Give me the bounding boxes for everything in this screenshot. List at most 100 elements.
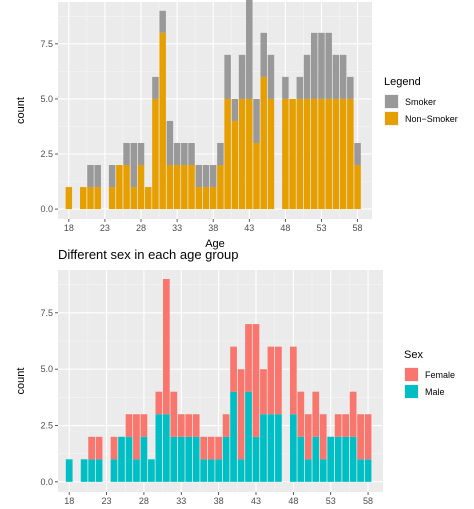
x-tick-label: 38: [208, 223, 218, 233]
bar-female-28: [140, 414, 148, 437]
bar-non-smoker-26: [123, 165, 130, 210]
bar-smoker-43: [246, 0, 253, 99]
bar-non-smoker-37: [202, 187, 210, 210]
bar-smoker-42: [238, 54, 246, 99]
bar-female-34: [185, 414, 193, 437]
bar-female-57: [357, 414, 364, 460]
bar-non-smoker-35: [188, 165, 195, 210]
x-axis-title: Age: [205, 238, 225, 250]
bar-female-50: [304, 414, 312, 460]
x-tick-label: 48: [280, 223, 290, 233]
bar-smoker-27: [130, 142, 138, 188]
bar-female-35: [192, 414, 200, 437]
bar-female-42: [245, 324, 252, 392]
bar-non-smoker-18: [65, 187, 73, 210]
bar-male-43: [252, 436, 260, 482]
bar-male-28: [140, 436, 148, 482]
x-tick-label: 18: [64, 496, 74, 506]
legend-label: Non−Smoker: [405, 114, 458, 124]
bar-male-30: [155, 414, 163, 482]
bar-non-smoker-57: [347, 98, 354, 210]
bar-smoker-35: [188, 142, 195, 166]
bar-male-54: [334, 436, 342, 482]
bar-smoker-36: [195, 165, 203, 188]
bar-non-smoker-44: [253, 142, 260, 210]
bar-non-smoker-58: [354, 165, 361, 210]
x-tick-label: 53: [316, 223, 326, 233]
bar-smoker-50: [296, 76, 304, 99]
bar-male-39: [222, 436, 230, 482]
bar-male-49: [297, 436, 305, 482]
x-tick-label: 43: [251, 496, 261, 506]
bar-non-smoker-20: [80, 187, 87, 210]
bar-male-21: [88, 459, 95, 482]
bar-male-32: [170, 436, 178, 482]
bar-non-smoker-56: [339, 98, 347, 210]
bar-male-57: [357, 459, 364, 482]
x-tick-label: 48: [288, 496, 298, 506]
bar-non-smoker-39: [217, 165, 224, 210]
bar-smoker-39: [217, 142, 224, 166]
x-tick-label: 23: [102, 496, 112, 506]
bar-smoker-58: [354, 142, 361, 166]
x-tick-label: 53: [326, 496, 336, 506]
bar-male-20: [80, 459, 88, 482]
bar-non-smoker-50: [296, 98, 304, 210]
bar-non-smoker-48: [282, 98, 289, 210]
bar-female-33: [177, 414, 185, 437]
bar-male-37: [207, 459, 215, 482]
x-tick-label: 23: [100, 223, 110, 233]
bar-male-25: [118, 436, 125, 482]
bar-female-32: [170, 391, 178, 437]
bar-non-smoker-32: [166, 165, 174, 210]
bar-non-smoker-45: [260, 76, 267, 210]
bar-smoker-40: [224, 54, 231, 99]
bar-non-smoker-52: [311, 98, 318, 210]
chart-2: 0.0 2.5 5.0 7.5 18 23 28 33 38 43 48 53 58 count Diffe…: [15, 247, 455, 506]
x-tick-label: 28: [139, 496, 149, 506]
bar-female-31: [162, 279, 170, 415]
bar-male-42: [245, 391, 252, 482]
bar-male-18: [65, 459, 73, 482]
legend-title: Legend: [384, 76, 421, 88]
bar-male-26: [125, 436, 133, 482]
legend-swatch: [385, 95, 398, 108]
bar-smoker-37: [202, 165, 210, 188]
bar-male-48: [289, 414, 297, 482]
bar-female-54: [334, 414, 342, 437]
y-tick-label: 7.5: [40, 308, 53, 318]
bar-female-30: [155, 391, 163, 415]
bar-smoker-34: [181, 142, 188, 166]
bar-female-40: [230, 346, 237, 392]
bar-smoker-53: [318, 32, 325, 99]
bar-female-44: [260, 369, 267, 415]
y-tick-label: 2.5: [40, 421, 53, 431]
bar-non-smoker-36: [195, 187, 203, 210]
x-tick-label: 38: [214, 496, 224, 506]
bar-non-smoker-40: [224, 98, 231, 210]
bar-male-29: [148, 459, 155, 482]
bar-male-53: [327, 436, 335, 482]
bar-male-52: [319, 459, 327, 482]
bar-male-27: [133, 459, 140, 482]
bar-non-smoker-42: [238, 98, 246, 210]
x-tick-label: 58: [363, 496, 373, 506]
bar-male-31: [162, 414, 170, 482]
bar-non-smoker-27: [130, 187, 138, 210]
bar-male-35: [192, 436, 200, 482]
x-tick-label: 28: [136, 223, 146, 233]
bar-smoker-44: [253, 98, 260, 143]
bar-male-36: [200, 459, 208, 482]
legend-label: Smoker: [405, 97, 436, 107]
x-tick-label: 43: [244, 223, 254, 233]
bar-smoker-32: [166, 120, 174, 166]
bar-male-38: [215, 459, 222, 482]
bar-non-smoker-43: [246, 98, 253, 210]
y-tick-label: 0.0: [40, 204, 53, 214]
bar-smoker-26: [123, 142, 130, 166]
bar-male-33: [177, 436, 185, 482]
bar-smoker-30: [152, 76, 159, 99]
bar-female-24: [110, 436, 118, 460]
legend-swatch: [405, 368, 418, 381]
